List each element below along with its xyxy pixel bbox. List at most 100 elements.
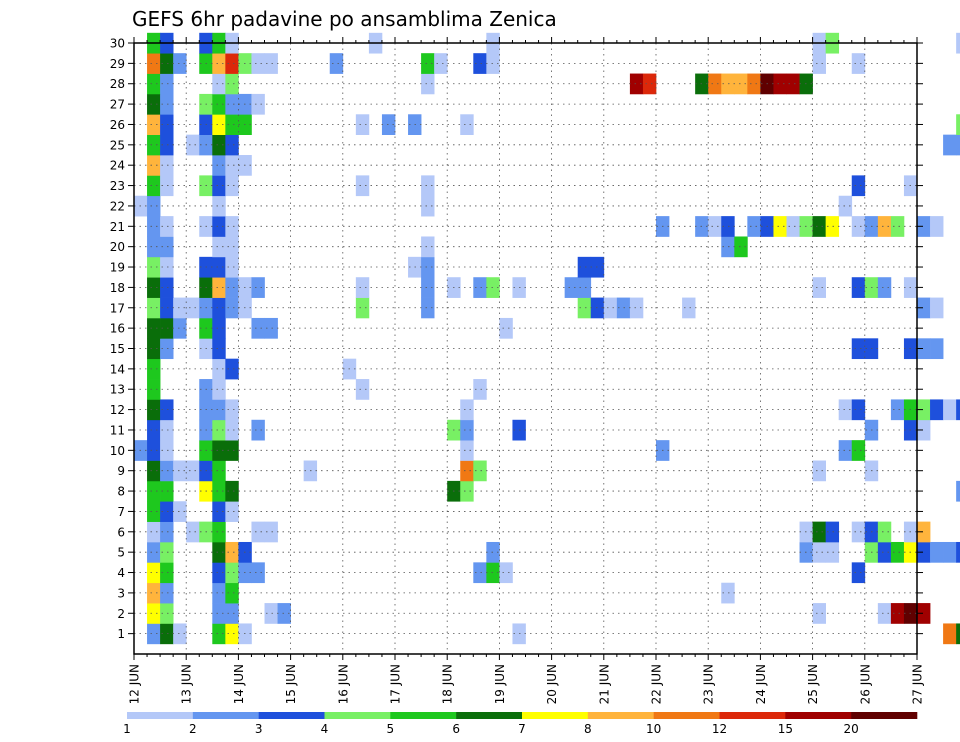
precip-cell	[225, 277, 239, 298]
precip-cell	[160, 480, 174, 502]
y-tick-label: 16	[110, 322, 125, 336]
precip-cell	[577, 297, 592, 319]
precip-cell	[147, 175, 161, 197]
precip-cell	[890, 216, 905, 237]
precip-cell	[160, 114, 174, 135]
grid-lines	[134, 42, 917, 654]
precip-cell	[173, 53, 187, 74]
y-tick-label: 19	[110, 261, 125, 275]
precip-cell	[355, 114, 370, 135]
precip-cell	[212, 175, 226, 197]
precip-cell	[786, 73, 800, 95]
precip-cell	[160, 175, 174, 197]
precip-cell	[747, 216, 761, 237]
colorbar-label: 3	[255, 722, 263, 736]
precip-cell	[329, 53, 344, 74]
precip-cell	[212, 73, 226, 95]
y-tick-label: 30	[110, 37, 125, 51]
precip-cell	[734, 236, 748, 258]
precip-cell	[173, 460, 187, 482]
precip-cell	[264, 53, 278, 74]
precip-cell	[147, 317, 161, 339]
precip-cell	[943, 541, 957, 563]
precip-cell	[956, 134, 960, 156]
precip-cell	[486, 277, 500, 298]
precip-cell	[160, 256, 174, 278]
precip-cell	[825, 216, 840, 237]
precip-cell	[682, 297, 696, 319]
precip-cell	[264, 317, 278, 339]
colorbar-swatch	[258, 712, 325, 719]
precip-cell	[890, 603, 905, 624]
colorbar-swatch	[456, 712, 523, 719]
precip-cell	[930, 541, 944, 563]
precip-cell	[160, 440, 174, 461]
precip-cell	[147, 134, 161, 156]
colorbar-label: 6	[452, 722, 460, 736]
precip-cell	[212, 93, 226, 115]
precip-cell	[421, 277, 435, 298]
precip-cell	[212, 134, 226, 156]
precip-cell	[577, 256, 592, 278]
precip-cell	[147, 277, 161, 298]
precip-cell	[917, 216, 931, 237]
precip-cell	[225, 358, 239, 380]
x-tick-label: 16 JUN	[336, 664, 350, 704]
colorbar-label: 7	[518, 722, 526, 736]
precip-cell	[486, 53, 500, 74]
colorbar: 1 2 3 4 5 6 7 8 10 12 15 20	[123, 712, 918, 736]
precip-cell	[160, 521, 174, 543]
colorbar-swatch	[785, 712, 852, 719]
precip-cell	[851, 338, 866, 360]
y-tick-label: 2	[117, 607, 125, 621]
precip-cell	[212, 460, 226, 482]
precip-cell	[225, 582, 239, 604]
precip-cell	[473, 460, 487, 482]
precip-cell	[381, 114, 396, 135]
precip-cell	[851, 277, 866, 298]
colorbar-label: 1	[123, 722, 131, 736]
x-tick-label: 27 JUN	[911, 664, 925, 704]
precip-cell	[147, 338, 161, 360]
precip-cell	[956, 480, 960, 502]
y-tick-label: 12	[110, 403, 125, 417]
colorbar-label: 2	[189, 722, 197, 736]
precip-cell	[225, 440, 239, 461]
precip-cell	[160, 317, 174, 339]
precip-cell	[812, 460, 826, 482]
y-tick-label: 15	[110, 342, 125, 356]
colorbar-label: 4	[321, 722, 329, 736]
precip-cell	[930, 399, 944, 421]
precip-cell	[147, 460, 161, 482]
precip-cell	[486, 541, 500, 563]
colorbar-swatch	[390, 712, 457, 719]
precip-cell	[812, 53, 826, 74]
y-tick-label: 6	[117, 525, 125, 539]
precip-cell	[499, 317, 513, 339]
precip-cell	[956, 114, 960, 135]
precip-cell	[212, 277, 226, 298]
precip-cell	[851, 175, 866, 197]
precip-cell	[225, 623, 239, 645]
precip-cell	[212, 358, 226, 380]
x-tick-label: 18 JUN	[441, 664, 455, 704]
precip-cell	[460, 114, 474, 135]
precip-cell	[147, 93, 161, 115]
precip-cell	[629, 73, 644, 95]
precip-cell	[225, 155, 239, 176]
precip-cell	[890, 541, 905, 563]
precip-cell	[225, 541, 239, 563]
precip-cell	[225, 114, 239, 135]
precip-cell	[721, 236, 735, 258]
precip-cell	[917, 541, 931, 563]
precip-cell	[708, 73, 722, 95]
precip-cell	[225, 603, 239, 624]
y-tick-label: 4	[117, 566, 125, 580]
precip-cell	[225, 93, 239, 115]
y-tick-label: 21	[110, 220, 125, 234]
precip-cell	[225, 297, 239, 319]
precip-cell	[708, 216, 722, 237]
y-tick-label: 25	[110, 138, 125, 152]
y-tick-label: 22	[110, 199, 125, 213]
colorbar-label: 10	[646, 722, 661, 736]
